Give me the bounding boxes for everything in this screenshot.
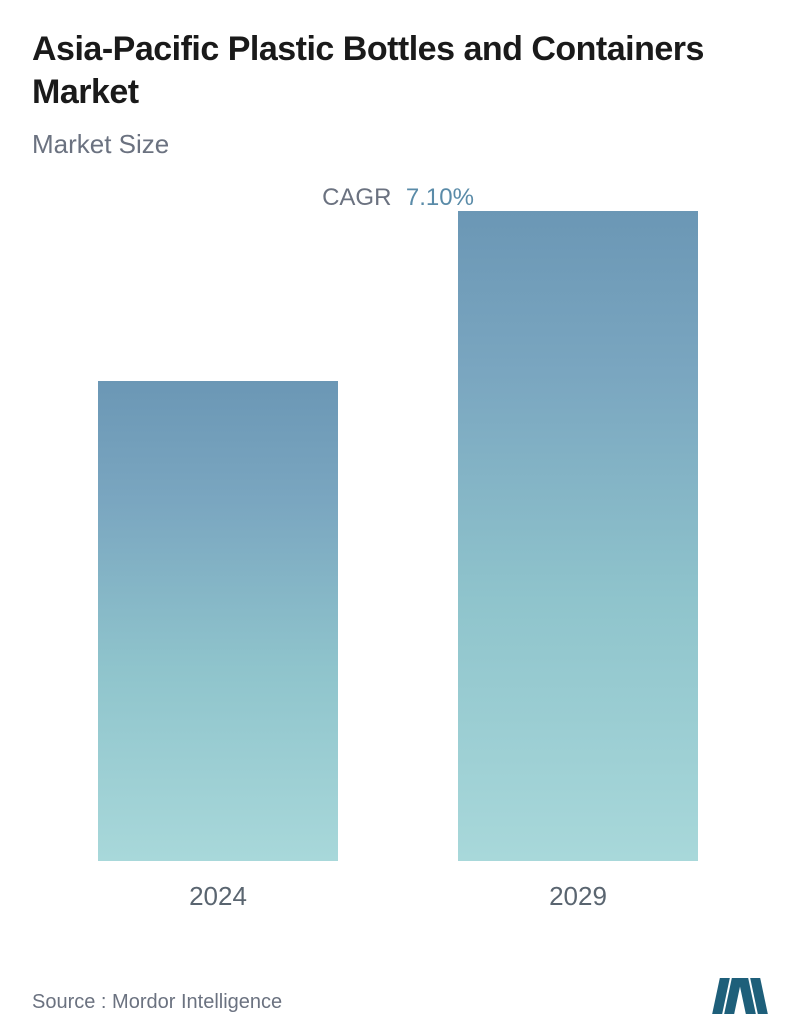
footer: Source : Mordor Intelligence [32,978,764,1014]
bar-group-0: 2024 [98,381,338,912]
source-name: Mordor Intelligence [112,991,282,1013]
bar-group-1: 2029 [458,211,698,912]
cagr-row: CAGR 7.10% [32,184,764,212]
cagr-label: CAGR [322,184,391,211]
logo-icon [716,978,764,1014]
chart-title: Asia-Pacific Plastic Bottles and Contain… [32,28,764,113]
source-label: Source : [32,991,106,1013]
chart-subtitle: Market Size [32,129,764,160]
bar-1 [458,211,698,861]
bar-0 [98,381,338,861]
chart-area: 2024 2029 [32,232,764,912]
cagr-value: 7.10% [406,184,474,211]
bar-label-0: 2024 [189,881,247,912]
bar-label-1: 2029 [549,881,607,912]
source-text: Source : Mordor Intelligence [32,991,282,1014]
